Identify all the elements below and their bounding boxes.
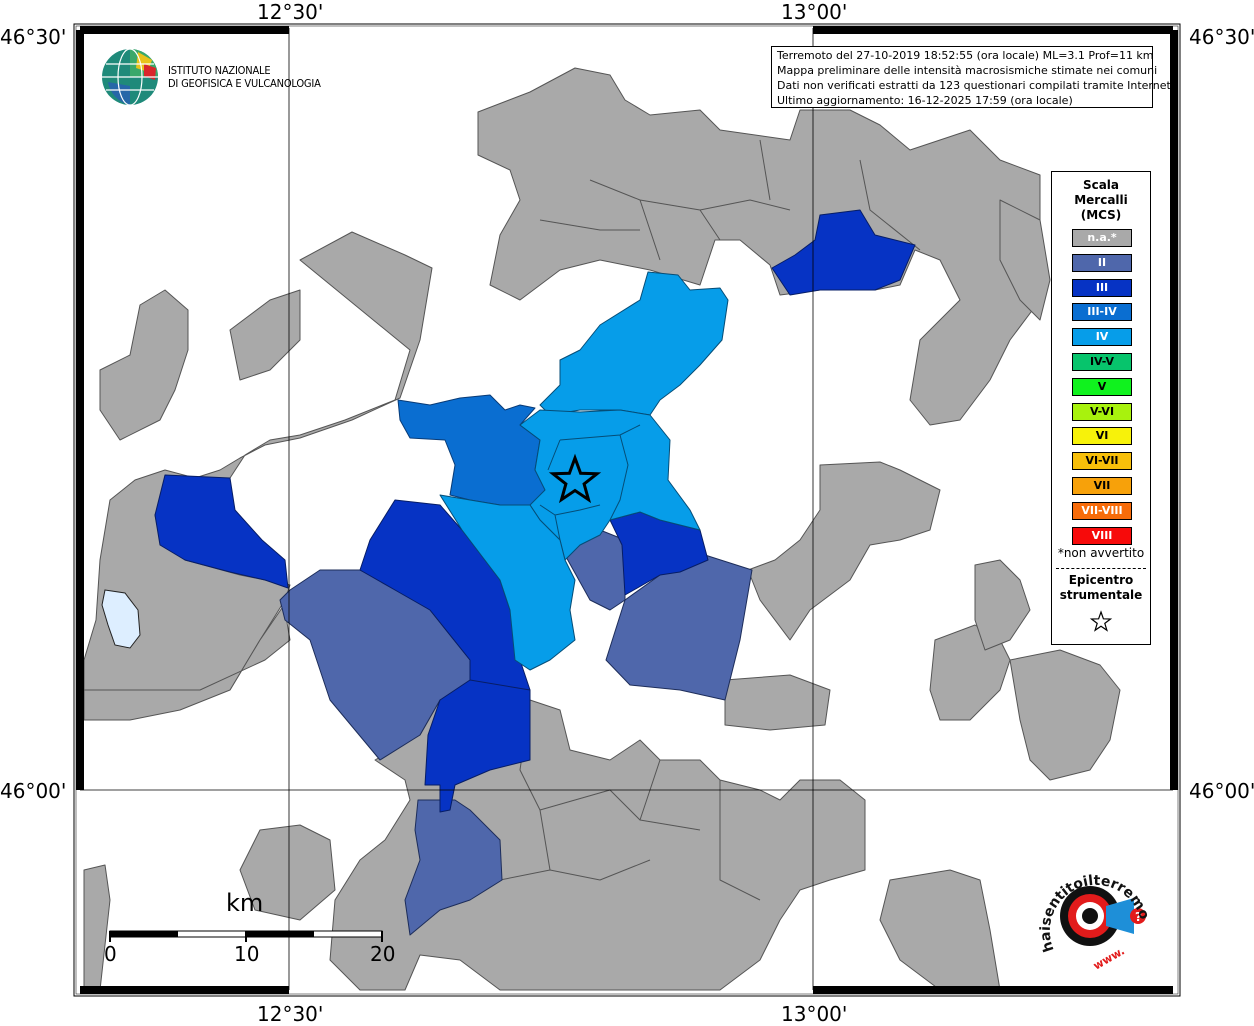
legend-title-line1: Scala — [1082, 178, 1120, 192]
lat-label-left-4630: 46°30' — [0, 25, 67, 49]
svg-text:?: ? — [1135, 910, 1142, 924]
area-w-low — [83, 604, 291, 721]
area-iii-ne — [771, 209, 916, 296]
ingv-name: ISTITUTO NAZIONALE DI GEOFISICA E VULCAN… — [168, 64, 321, 90]
scale-tick-0: 0 — [104, 942, 117, 966]
scale-unit-label: km — [226, 889, 264, 917]
legend-item-v: V — [1072, 377, 1132, 396]
scale-bar — [109, 930, 383, 942]
legend-item-iii: III — [1072, 278, 1132, 297]
scale-tick-20: 20 — [370, 942, 396, 966]
municipalities-intensity-III-IV — [397, 394, 551, 506]
legend-item-n-a-: n.a.* — [1072, 229, 1132, 247]
area-e-mid — [747, 461, 941, 641]
area-n-cluster — [477, 67, 1041, 426]
area-e-far2 — [1009, 649, 1121, 781]
ingv-name-line1: ISTITUTO NAZIONALE — [168, 64, 271, 77]
area-e-far1 — [974, 559, 1031, 651]
lat-label-right-4630: 46°30' — [1189, 25, 1254, 49]
legend-item-v-vi: V-VI — [1072, 402, 1132, 421]
area-nw-3 — [229, 289, 301, 381]
mcs-legend: Scala Mercalli (MCS) n.a.* II III III-IV IV I… — [1051, 171, 1151, 645]
hst-logo-icon: ? haisentitoilterremoto.it www. — [1036, 858, 1152, 973]
legend-divider — [1056, 568, 1146, 569]
legend-swatches: n.a.* II III III-IV IV IV-V V V-VI VI VI-VII VII VI… — [1072, 229, 1132, 551]
lon-label-bottom-1300: 13°00' — [781, 1002, 848, 1026]
legend-epicenter-line1: Epicentro — [1068, 573, 1134, 587]
epicenter-star-icon — [548, 453, 602, 504]
lat-label-right-4600: 46°00' — [1189, 779, 1254, 803]
area-nw-2 — [99, 289, 189, 441]
area-s-inner-lines — [499, 699, 761, 901]
area-iv-south — [439, 494, 576, 671]
area-ii-south — [404, 799, 503, 936]
map-description-line: Mappa preliminare delle intensità macros… — [777, 64, 1158, 77]
legend-star-icon — [1089, 610, 1113, 632]
legend-epicenter-line2: strumentale — [1059, 588, 1143, 602]
legend-title: Scala Mercalli (MCS) — [1052, 178, 1150, 223]
area-n-inner-lines — [539, 139, 921, 261]
lat-label-left-4600: 46°00' — [0, 779, 67, 803]
ingv-name-line2: DI GEOFISICA E VULCANOLOGIA — [168, 77, 321, 90]
legend-item-vii: VII — [1072, 476, 1132, 495]
area-ne-right — [999, 199, 1051, 321]
municipalities-not-felt — [83, 67, 1121, 991]
legend-epicenter-label: Epicentro strumentale — [1052, 573, 1150, 603]
legend-item-iii-iv: III-IV — [1072, 303, 1132, 322]
lon-label-top-1230: 12°30' — [257, 0, 324, 24]
municipalities-intensity-III — [154, 209, 916, 813]
event-info-box: Terremoto del 27-10-2019 18:52:55 (ora l… — [771, 46, 1175, 108]
last-update-line: Ultimo aggiornamento: 16-12-2025 17:59 (… — [777, 94, 1073, 107]
hst-logo-url: www. — [1091, 944, 1127, 972]
area-iiiiv-center — [397, 394, 551, 506]
scale-tick-10: 10 — [234, 942, 260, 966]
lon-label-top-1300: 13°00' — [781, 0, 848, 24]
legend-item-vi: VI — [1072, 427, 1132, 446]
legend-item-ii: II — [1072, 253, 1132, 272]
area-iv-inner-lines — [539, 424, 641, 541]
legend-title-line2: Mercalli — [1074, 193, 1128, 207]
area-ii-east — [605, 554, 753, 701]
ingv-globe-icon — [102, 48, 158, 106]
event-info-line: Terremoto del 27-10-2019 18:52:55 (ora l… — [777, 49, 1154, 62]
legend-item-viii: VIII — [1072, 526, 1132, 545]
area-iv-center — [519, 409, 701, 561]
legend-note: *non avvertito — [1057, 546, 1145, 560]
graticule — [80, 28, 1173, 990]
legend-title-line3: (MCS) — [1080, 208, 1122, 222]
municipalities-intensity-II — [279, 529, 753, 936]
lon-label-bottom-1230: 12°30' — [257, 1002, 324, 1026]
area-e-small — [724, 674, 831, 731]
area-se-right — [879, 869, 1001, 991]
municipalities-intensity-IV — [439, 271, 729, 671]
legend-item-iv: IV — [1072, 328, 1132, 347]
area-sw-edge — [83, 864, 111, 991]
legend-item-iv-v: IV-V — [1072, 352, 1132, 371]
data-source-line: Dati non verificati estratti da 123 ques… — [777, 79, 1175, 92]
legend-item-vi-vii: VI-VII — [1072, 452, 1132, 471]
legend-item-vii-viii: VII-VIII — [1072, 501, 1132, 520]
area-sw-small — [239, 824, 336, 921]
area-iii-south — [424, 679, 531, 813]
area-iv-north — [539, 271, 729, 416]
map-frame — [73, 23, 1181, 997]
area-iii-west — [154, 474, 289, 589]
lake — [101, 589, 141, 649]
